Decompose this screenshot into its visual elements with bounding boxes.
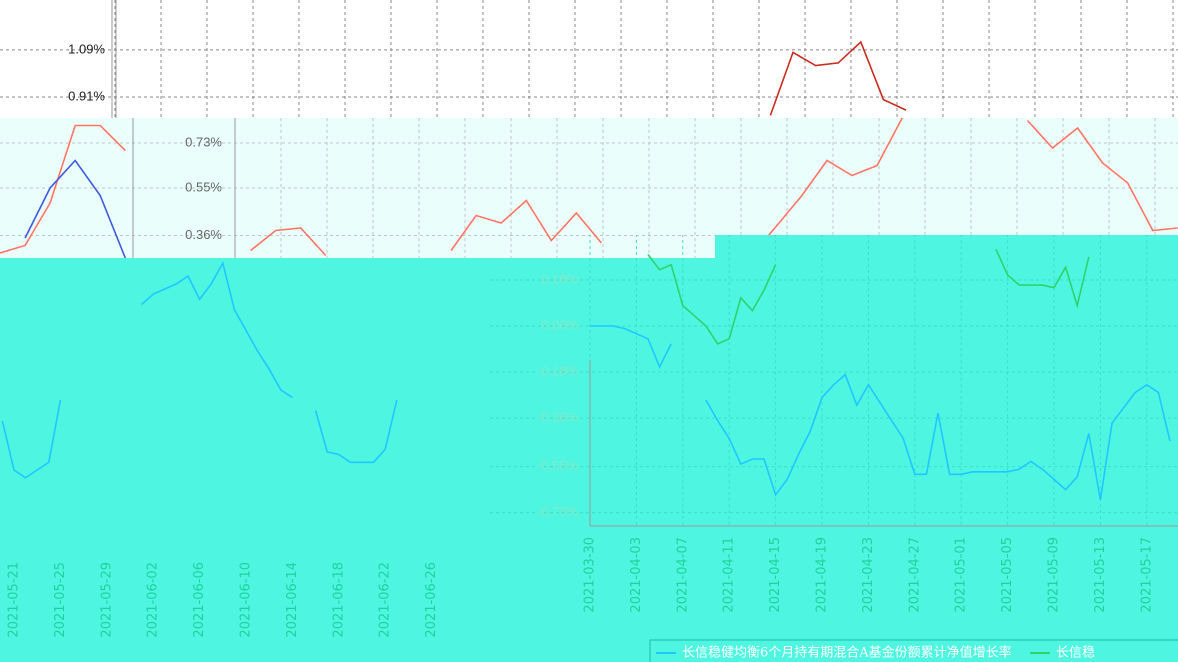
x-tick-label: 2021-04-27 xyxy=(907,537,922,613)
x-tick-label: 2021-06-18 xyxy=(331,562,346,638)
chart: 1.09% 0.91% 0.73% 0.55% 0.36% 2021-05-21 2021-… xyxy=(0,0,1178,662)
x-tick-label: 2021-04-11 xyxy=(722,537,737,613)
x-tick-label: 2021-06-22 xyxy=(378,562,393,638)
x-tick-label: 2021-04-23 xyxy=(861,537,876,613)
x-tick-label: 2021-05-29 xyxy=(99,562,114,638)
y-tick-label: -0.55% xyxy=(537,458,579,473)
panel-background xyxy=(0,0,1178,118)
x-tick-label: 2021-04-15 xyxy=(768,537,783,613)
chart-panel: 1.09% 0.91% xyxy=(0,0,1178,118)
y-tick-label: 0.73% xyxy=(185,134,222,149)
y-tick-label: 0.36% xyxy=(185,227,222,242)
y-tick-label: -0.18% xyxy=(537,363,579,378)
y-tick-label: 0.91% xyxy=(68,88,105,103)
legend-label: 长信稳健均衡6个月持有期混合A基金份额累计净值增长率 xyxy=(682,645,1012,661)
y-tick-label: 1.09% xyxy=(68,41,105,56)
y-tick-label: 0.00% xyxy=(541,317,578,332)
x-tick-label: 2021-05-05 xyxy=(1000,537,1015,613)
y-tick-label: -0.36% xyxy=(537,410,579,425)
x-tick-label: 2021-05-09 xyxy=(1047,537,1062,613)
page: 1.09% 0.91% 0.73% 0.55% 0.36% 2021-05-21 2021-… xyxy=(0,0,1178,662)
x-tick-label: 2021-05-13 xyxy=(1093,537,1108,613)
x-tick-label: 2021-03-30 xyxy=(583,537,598,613)
y-tick-label: 0.55% xyxy=(185,179,222,194)
x-tick-label: 2021-06-06 xyxy=(192,562,207,638)
x-tick-label: 2021-06-10 xyxy=(239,562,254,638)
y-tick-label: -0.73% xyxy=(537,504,579,519)
x-tick-label: 2021-05-21 xyxy=(7,562,22,638)
x-tick-label: 2021-05-01 xyxy=(954,537,969,613)
legend-label: 长信稳 xyxy=(1056,645,1095,661)
x-tick-label: 2021-04-07 xyxy=(675,537,690,613)
x-tick-label: 2021-06-14 xyxy=(285,562,300,638)
y-tick-label: 0.18% xyxy=(541,271,578,286)
x-tick-label: 2021-05-25 xyxy=(53,562,68,638)
x-tick-label: 2021-04-19 xyxy=(815,537,830,613)
x-tick-label: 2021-06-26 xyxy=(424,562,439,638)
x-tick-label: 2021-04-03 xyxy=(629,537,644,613)
x-tick-label: 2021-05-17 xyxy=(1139,537,1154,613)
x-tick-label: 2021-06-02 xyxy=(146,562,161,638)
